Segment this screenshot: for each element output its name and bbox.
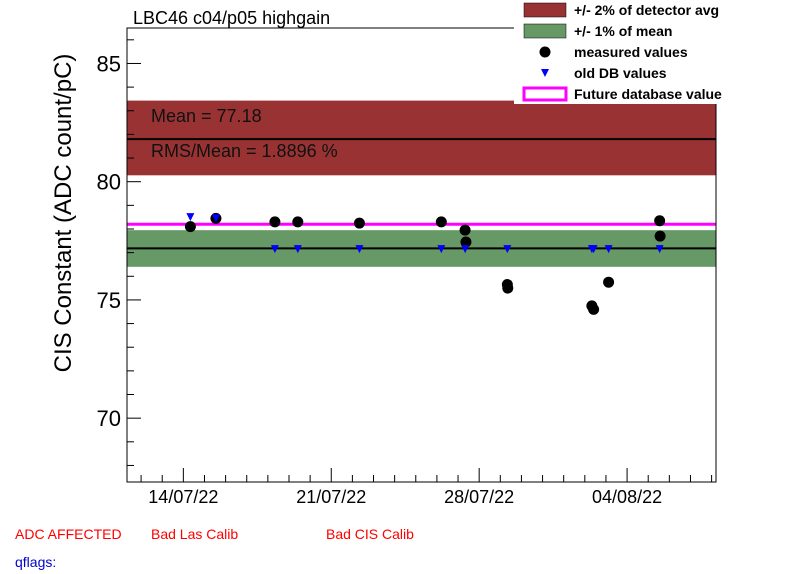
- old-db-value-point: [437, 245, 446, 254]
- legend: +/- 2% of detector avg +/- 1% of mean meas…: [514, 0, 796, 104]
- old-db-value-point: [589, 245, 598, 254]
- legend-label: old DB values: [574, 65, 667, 81]
- measured-value-point: [269, 216, 281, 228]
- measured-value-point: [654, 230, 666, 242]
- measured-value-point: [435, 216, 447, 228]
- old-db-value-point: [461, 245, 470, 254]
- legend-label: Future database value: [574, 86, 722, 102]
- x-tick-label: 04/08/22: [592, 487, 662, 507]
- y-tick-label: 80: [97, 170, 121, 195]
- measured-value-point: [184, 221, 196, 233]
- status-bad-cis-calib: Bad CIS Calib: [326, 526, 414, 542]
- measured-value-point: [588, 303, 600, 315]
- measured-value-point: [459, 224, 471, 236]
- measured-value-point: [502, 282, 514, 294]
- measured-value-point: [654, 215, 666, 227]
- x-tick-label: 21/07/22: [296, 487, 366, 507]
- old-db-value-point: [211, 214, 220, 223]
- old-db-value-point: [604, 245, 613, 254]
- y-tick-label: 85: [97, 51, 121, 76]
- legend-swatch-box: [523, 2, 567, 18]
- old-db-value-point: [270, 245, 279, 254]
- chart-title: LBC46 c04/p05 highgain: [133, 8, 330, 28]
- old-db-value-point: [503, 245, 512, 254]
- legend-swatch-circle: [539, 46, 551, 58]
- y-tick-label: 70: [97, 406, 121, 431]
- rms-annotation: RMS/Mean = 1.8896 %: [151, 141, 338, 161]
- legend-label: measured values: [574, 44, 688, 60]
- band-2pct-detector-avg: [127, 100, 716, 176]
- plot-layer: Mean = 77.18 RMS/Mean = 1.8896 % 70 75 80 85 1…: [97, 27, 717, 507]
- measured-value-point: [603, 276, 615, 288]
- status-bad-las-calib: Bad Las Calib: [151, 526, 238, 542]
- status-adc-affected: ADC AFFECTED: [15, 526, 122, 542]
- legend-swatch-line: [522, 86, 568, 102]
- legend-label: +/- 1% of mean: [574, 23, 672, 39]
- legend-swatch-box: [523, 23, 567, 39]
- mean-annotation: Mean = 77.18: [151, 106, 262, 126]
- measured-value-point: [353, 217, 365, 229]
- y-axis-label: CIS Constant (ADC count/pC): [50, 54, 77, 373]
- plot-frame: [126, 27, 717, 483]
- old-db-value-point: [186, 213, 195, 222]
- legend-swatch-triangle: [541, 69, 549, 77]
- old-db-value-point: [355, 245, 364, 254]
- old-db-value-point: [655, 245, 664, 254]
- x-tick-label: 28/07/22: [444, 487, 514, 507]
- old-db-value-point: [293, 245, 302, 254]
- legend-label: +/- 2% of detector avg: [574, 2, 719, 18]
- y-tick-label: 75: [97, 288, 121, 313]
- measured-value-point: [460, 236, 472, 248]
- measured-value-point: [292, 216, 304, 228]
- qflags-label: qflags:: [15, 554, 56, 570]
- x-tick-label: 14/07/22: [148, 487, 218, 507]
